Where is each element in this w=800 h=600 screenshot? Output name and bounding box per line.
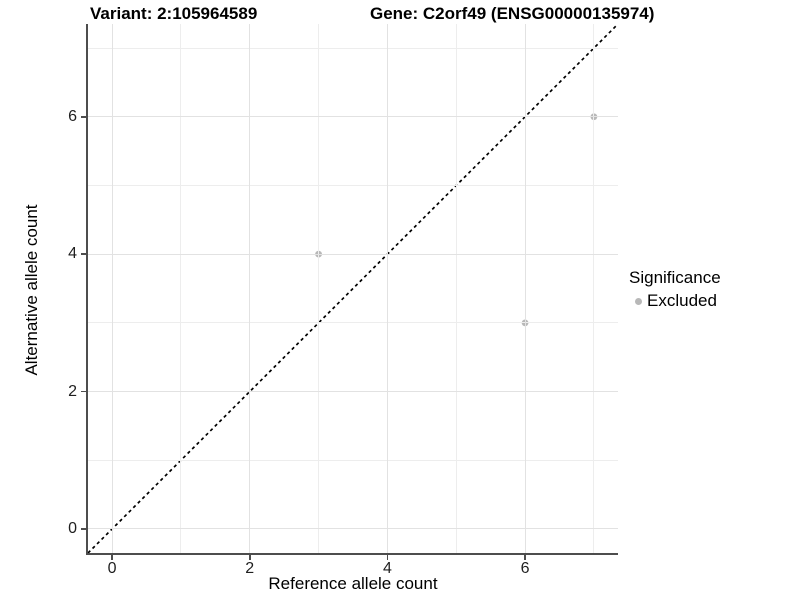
- minor-gridline-vertical: [455, 24, 457, 553]
- x-axis-tick: [524, 555, 526, 560]
- x-tick-label: 2: [245, 560, 255, 577]
- major-gridline-horizontal: [88, 253, 618, 255]
- major-gridline-vertical: [249, 24, 251, 553]
- plot-panel: [88, 24, 618, 553]
- y-axis-tick: [81, 528, 86, 530]
- legend-title: Significance: [629, 268, 721, 287]
- x-axis-tick: [248, 555, 251, 560]
- major-gridline-vertical: [524, 24, 526, 553]
- legend-point-icon: [635, 297, 642, 305]
- y-axis-line: [86, 24, 88, 555]
- legend-item-excluded: Excluded: [629, 291, 721, 311]
- y-axis-tick: [81, 390, 86, 393]
- minor-gridline-vertical: [593, 24, 595, 553]
- minor-gridline-horizontal: [88, 459, 618, 461]
- minor-gridline-vertical: [180, 24, 182, 553]
- x-tick-label: 6: [520, 560, 530, 577]
- identity-line: [88, 24, 618, 553]
- x-axis-tick: [386, 555, 389, 560]
- y-tick-label: 0: [68, 519, 77, 537]
- minor-gridline-horizontal: [88, 322, 618, 324]
- minor-gridline-horizontal: [88, 47, 618, 49]
- minor-gridline-vertical: [318, 24, 320, 553]
- x-axis-tick: [111, 555, 113, 560]
- minor-gridline-horizontal: [88, 184, 618, 186]
- y-axis-tick: [81, 115, 86, 118]
- y-tick-label: 4: [68, 245, 77, 263]
- plot-canvas: [88, 24, 618, 553]
- x-axis-title: Reference allele count: [268, 574, 438, 593]
- major-gridline-vertical: [111, 24, 113, 553]
- y-tick-label: 2: [68, 382, 77, 400]
- major-gridline-vertical: [386, 24, 388, 553]
- major-gridline-horizontal: [88, 528, 618, 530]
- legend: Significance Excluded: [629, 268, 721, 311]
- x-tick-label: 0: [107, 560, 117, 577]
- y-tick-label: 6: [68, 107, 77, 125]
- y-axis-title: Alternative allele count: [22, 204, 41, 376]
- y-axis-tick: [81, 253, 86, 255]
- major-gridline-horizontal: [88, 116, 618, 118]
- x-tick-label: 4: [382, 560, 392, 577]
- gene-title: Gene: C2orf49 (ENSG00000135974): [370, 4, 655, 23]
- legend-item-label: Excluded: [647, 291, 717, 310]
- x-axis-line: [86, 553, 618, 555]
- variant-title: Variant: 2:105964589: [90, 4, 258, 23]
- major-gridline-horizontal: [88, 391, 618, 393]
